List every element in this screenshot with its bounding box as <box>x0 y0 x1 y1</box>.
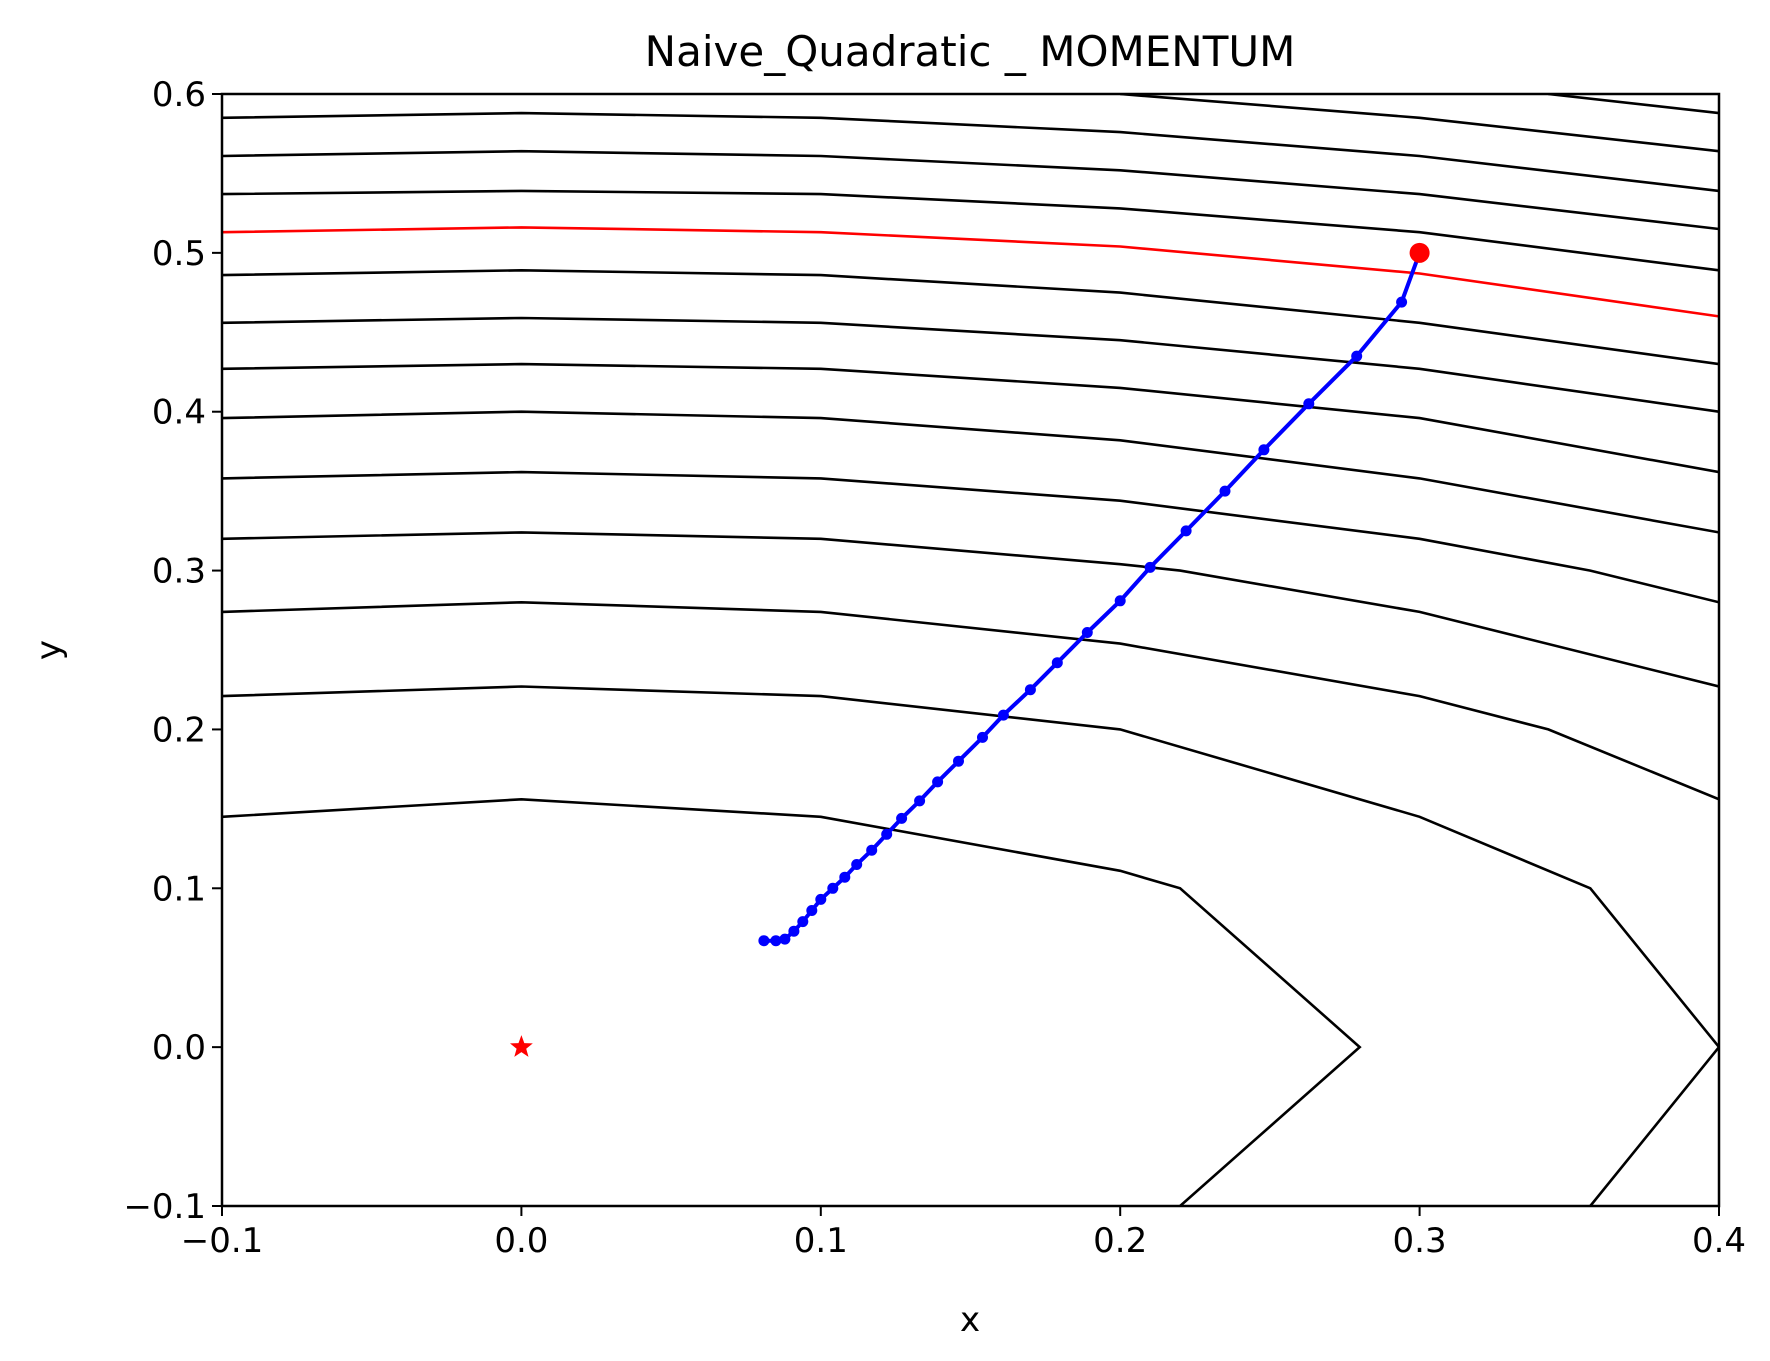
y-tick-label: 0.2 <box>152 710 206 750</box>
contour-line-10 <box>222 149 1719 231</box>
path-point-1 <box>1396 296 1408 308</box>
x-axis-label: x <box>960 1300 980 1340</box>
path-point-27 <box>779 933 791 945</box>
contour-line-8 <box>222 268 1719 366</box>
path-point-4 <box>1258 444 1270 456</box>
path-point-17 <box>896 812 908 824</box>
path-point-8 <box>1114 595 1126 607</box>
path-point-13 <box>977 731 988 743</box>
start-point-marker <box>1409 242 1430 263</box>
plot-frame <box>220 92 1721 1208</box>
path-point-5 <box>1219 485 1231 497</box>
y-tick-label: 0.1 <box>152 869 206 909</box>
path-point-22 <box>827 882 839 894</box>
y-tick-label: −0.1 <box>123 1187 206 1227</box>
optimum-star-marker <box>510 1035 533 1057</box>
plot-area <box>222 94 1719 1206</box>
path-point-29 <box>758 935 770 947</box>
path-point-2 <box>1351 350 1363 362</box>
y-tick-label: 0.0 <box>152 1028 206 1068</box>
path-point-28 <box>770 935 782 947</box>
contour-line-6 <box>222 362 1719 474</box>
contour-line-12 <box>1120 94 1719 153</box>
contour-line-3 <box>222 531 1719 688</box>
path-point-11 <box>1024 684 1036 696</box>
highlight-contour-line <box>222 226 1719 318</box>
contour-layer <box>222 94 1719 1206</box>
contour-line-4 <box>222 470 1719 604</box>
path-point-14 <box>953 755 964 767</box>
y-axis-label: y <box>29 640 69 660</box>
y-tick-label: 0.4 <box>152 393 206 433</box>
x-tick-label: 0.0 <box>494 1221 548 1261</box>
path-point-26 <box>788 925 800 937</box>
path-point-21 <box>839 871 851 883</box>
contour-line-2 <box>222 600 1719 801</box>
path-point-24 <box>806 905 818 916</box>
x-tick-label: 0.2 <box>1093 1221 1147 1261</box>
contour-line-1 <box>222 685 1719 1206</box>
path-point-10 <box>1051 657 1063 669</box>
path-point-25 <box>797 916 809 928</box>
path-point-9 <box>1081 627 1093 638</box>
y-tick-label: 0.6 <box>152 75 206 115</box>
optimization-path-markers <box>758 296 1408 947</box>
path-point-6 <box>1180 525 1192 537</box>
path-point-7 <box>1144 561 1156 573</box>
x-tick-label: 0.4 <box>1692 1221 1746 1261</box>
path-point-18 <box>881 828 893 840</box>
path-point-3 <box>1303 398 1315 410</box>
contour-line-0 <box>222 797 1362 1206</box>
path-point-12 <box>997 709 1009 721</box>
contour-line-13 <box>1548 94 1719 115</box>
contour-line-7 <box>222 316 1719 413</box>
x-tick-label: 0.1 <box>794 1221 848 1261</box>
y-axis-ticks: −0.1 0.0 0.1 0.2 0.3 0.4 0.5 0.6 <box>123 75 222 1227</box>
contour-line-5 <box>222 410 1719 534</box>
chart-title: Naive_Quadratic _ MOMENTUM <box>645 27 1296 76</box>
path-point-16 <box>914 795 926 807</box>
contour-line-9 <box>222 189 1719 272</box>
x-axis-ticks: −0.1 0.0 0.1 0.2 0.3 0.4 <box>181 1206 1746 1261</box>
x-tick-label: −0.1 <box>181 1221 264 1261</box>
contour-line-11 <box>222 111 1719 193</box>
path-point-15 <box>932 776 944 788</box>
x-tick-label: 0.3 <box>1393 1221 1447 1261</box>
y-tick-label: 0.5 <box>152 234 206 274</box>
y-tick-label: 0.3 <box>152 552 206 592</box>
path-point-19 <box>866 844 878 856</box>
path-point-23 <box>815 893 827 905</box>
path-point-20 <box>851 859 863 870</box>
